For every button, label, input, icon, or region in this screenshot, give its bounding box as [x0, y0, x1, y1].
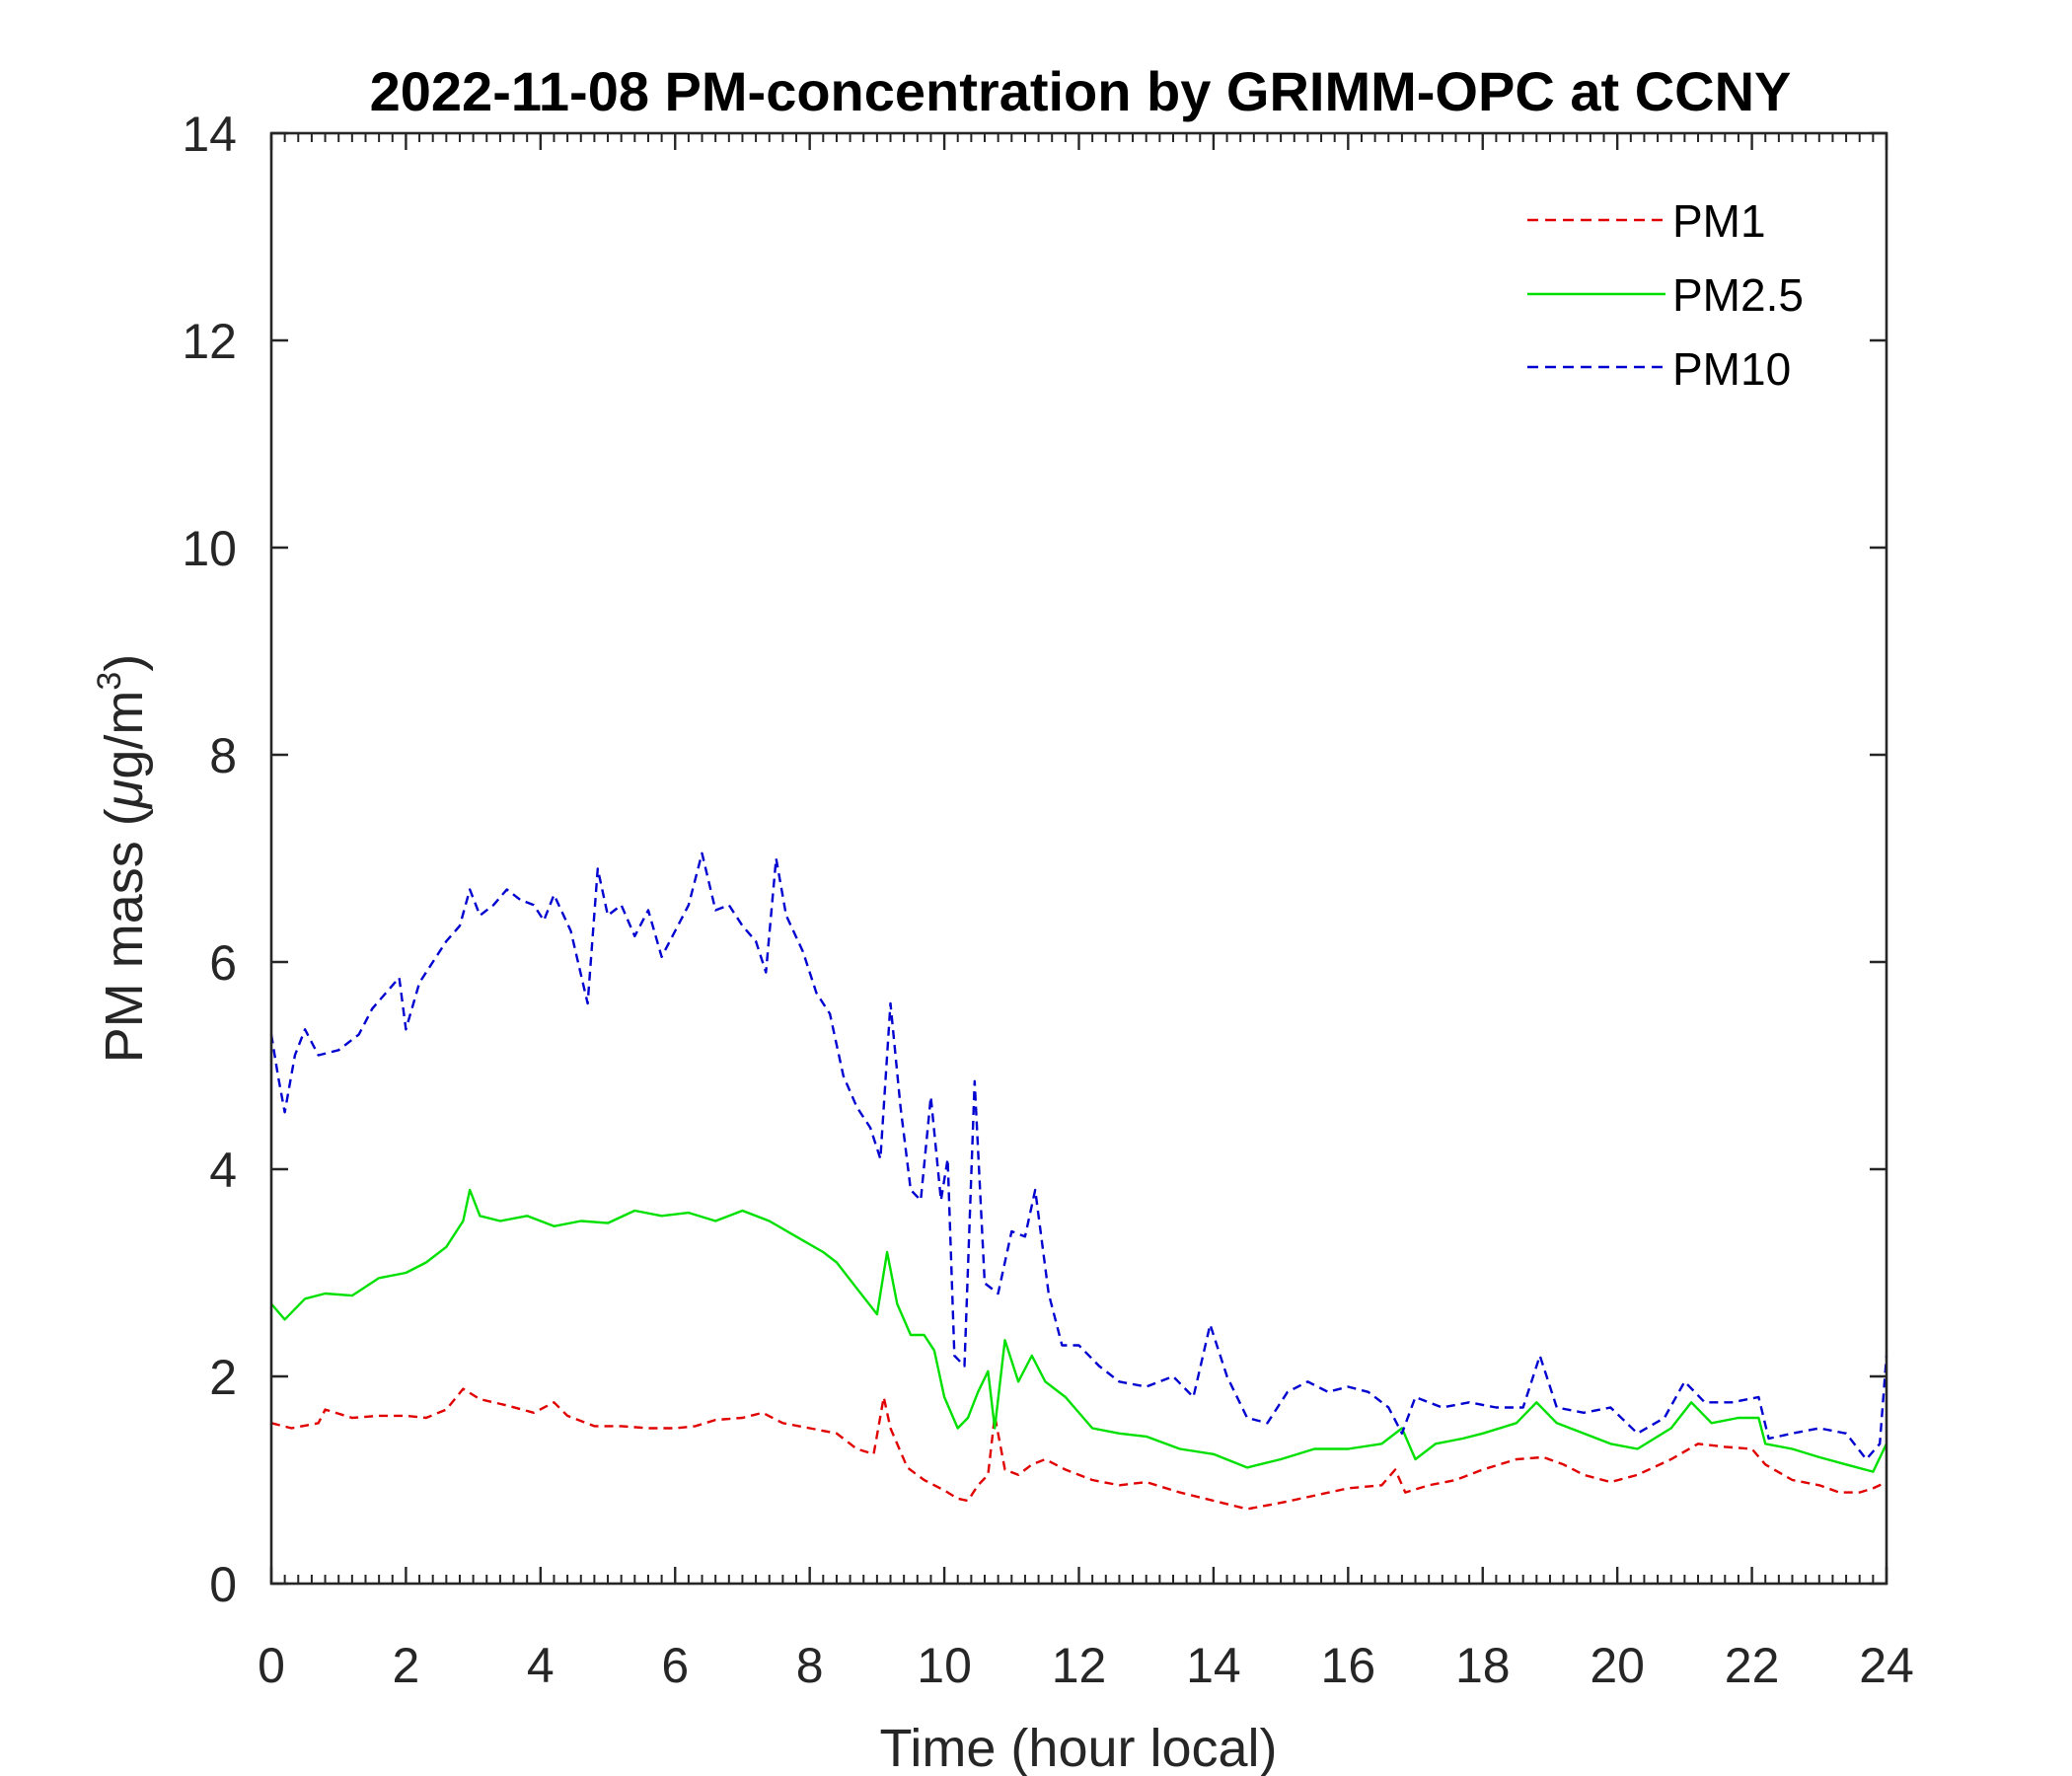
y-axis-label-unit: g/m	[95, 691, 154, 779]
x-tick-label: 4	[527, 1638, 555, 1693]
y-tick-label: 4	[209, 1143, 237, 1198]
y-tick-label: 10	[182, 521, 237, 576]
legend-label-pm2-5: PM2.5	[1672, 269, 1804, 321]
x-tick-label: 16	[1321, 1638, 1376, 1693]
x-tick-label: 6	[661, 1638, 689, 1693]
series-line-pm1	[270, 1387, 1887, 1511]
y-tick-label: 2	[209, 1350, 237, 1405]
x-tick-label: 14	[1186, 1638, 1241, 1693]
plot-frame	[269, 131, 1888, 1586]
y-axis-label-mu: μ	[95, 779, 154, 811]
y-axis-label: PM mass (μg/m3)	[91, 654, 154, 1064]
x-axis-label: Time (hour local)	[879, 1719, 1277, 1776]
series-line-pm2-5	[270, 1188, 1888, 1473]
x-tick-label: 0	[258, 1638, 285, 1693]
series-line-pm10	[269, 851, 1888, 1461]
y-axis-label-main: PM mass (	[95, 808, 154, 1063]
x-tick-label: 10	[917, 1638, 972, 1693]
legend-label-pm1: PM1	[1672, 195, 1766, 247]
y-tick-label: 14	[182, 107, 237, 162]
y-tick-label: 8	[209, 728, 237, 783]
minor-ticks	[283, 133, 1875, 1584]
chart-title: 2022-11-08 PM-concentration by GRIMM-OPC…	[370, 60, 1792, 122]
y-axis-label-close: )	[95, 654, 154, 672]
legend: PM1 PM2.5 PM10	[1527, 195, 1804, 395]
x-tick-label: 8	[796, 1638, 824, 1693]
x-tick-label: 2	[393, 1638, 420, 1693]
y-tick-label: 0	[209, 1557, 237, 1612]
x-tick-label: 22	[1725, 1638, 1780, 1693]
legend-label-pm10: PM10	[1672, 343, 1791, 395]
x-tick-label: 18	[1455, 1638, 1511, 1693]
x-tick-label: 24	[1859, 1638, 1914, 1693]
y-tick-label: 6	[209, 935, 237, 991]
y-tick-label: 12	[182, 314, 237, 369]
y-axis-label-sup: 3	[91, 672, 128, 691]
series-layer	[269, 851, 1888, 1511]
x-tick-label: 20	[1590, 1638, 1645, 1693]
x-tick-label: 12	[1052, 1638, 1107, 1693]
